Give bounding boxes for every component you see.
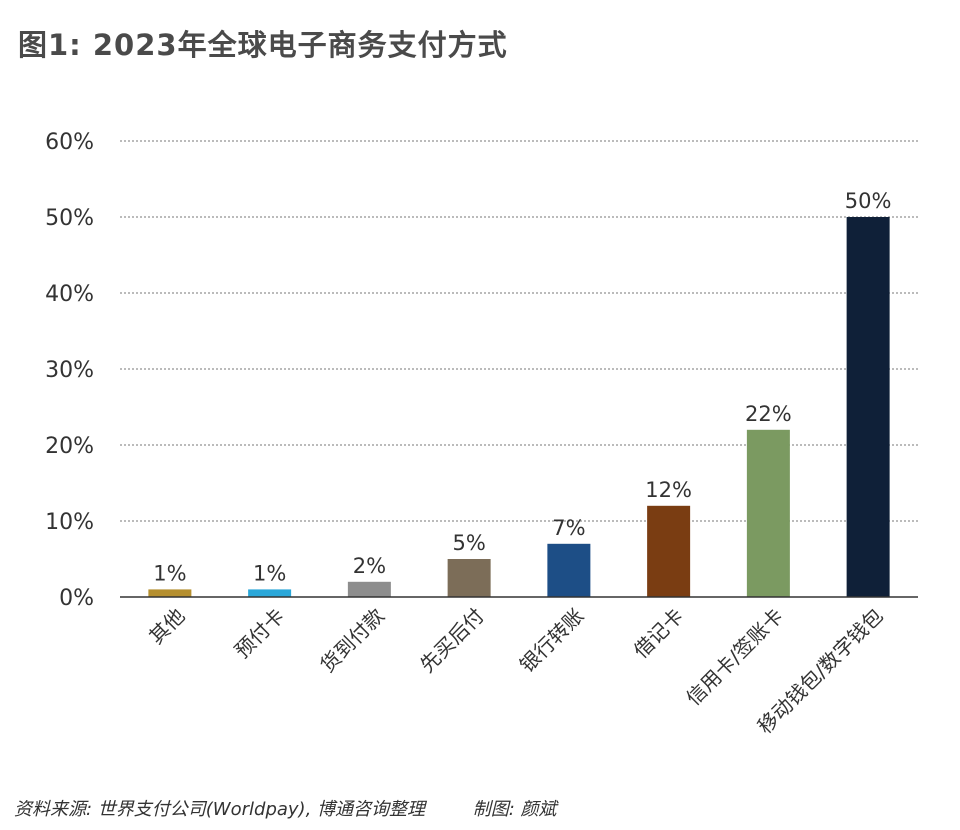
y-tick-label: 30% — [45, 358, 94, 383]
data-label: 1% — [253, 561, 286, 585]
data-label: 12% — [645, 478, 692, 502]
credit-note: 制图: 颜斌 — [472, 799, 557, 820]
y-tick-label: 50% — [45, 206, 94, 231]
x-tick-label: 其他 — [144, 604, 189, 649]
data-label: 22% — [745, 402, 792, 426]
chart-title: 图1: 2023年全球电子商务支付方式 — [18, 28, 508, 62]
x-tick-label: 借记卡 — [629, 604, 688, 663]
x-tick-label: 银行转账 — [515, 604, 589, 678]
data-label: 50% — [845, 189, 892, 213]
x-tick-label: 预付卡 — [230, 604, 289, 663]
y-tick-label: 0% — [59, 586, 94, 611]
data-label: 7% — [552, 516, 585, 540]
y-tick-label: 10% — [45, 510, 94, 535]
bar — [647, 505, 691, 597]
bars — [148, 217, 890, 597]
y-tick-label: 20% — [45, 434, 94, 459]
x-tick-label: 信用卡/签账卡 — [681, 604, 788, 711]
x-tick-label: 先买后付 — [415, 604, 489, 678]
bar — [248, 589, 292, 597]
bar — [447, 559, 491, 597]
source-note: 资料来源: 世界支付公司(Worldpay), 博通咨询整理 — [14, 799, 426, 820]
x-tick-label: 货到付款 — [315, 604, 389, 678]
data-label: 1% — [153, 561, 186, 585]
bar — [148, 589, 192, 597]
gridlines — [120, 140, 918, 522]
bar — [746, 429, 790, 597]
y-axis-ticks: 0% 10% 20% 30% 40% 50% 60% — [45, 130, 94, 611]
bar-chart: 0% 10% 20% 30% 40% 50% 60% 1% 1% 2% 5% 7% 12% 22% 50%… — [45, 130, 918, 739]
y-tick-label: 40% — [45, 282, 94, 307]
bar — [547, 543, 591, 597]
footer: 资料来源: 世界支付公司(Worldpay), 博通咨询整理 制图: 颜斌 — [14, 795, 557, 821]
data-label: 5% — [452, 531, 485, 555]
bar — [347, 581, 391, 597]
y-tick-label: 60% — [45, 130, 94, 155]
bar — [846, 217, 890, 597]
data-label: 2% — [353, 554, 386, 578]
data-labels: 1% 1% 2% 5% 7% 12% 22% 50% — [153, 189, 891, 585]
